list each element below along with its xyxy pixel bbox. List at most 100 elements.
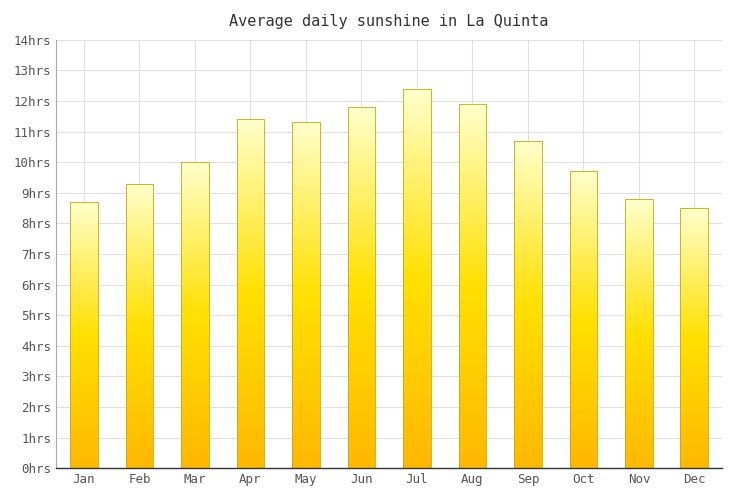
Bar (570, 242, 597, 246)
Bar (681, 406, 708, 408)
Bar (347, 352, 375, 356)
Bar (625, 223, 653, 226)
Bar (625, 248, 653, 250)
Bar (625, 368, 653, 372)
Bar (625, 350, 653, 352)
Bar (459, 232, 486, 235)
Bar (625, 460, 653, 463)
Bar (403, 134, 431, 138)
Bar (292, 410, 320, 413)
Bar (514, 396, 542, 400)
Bar (459, 421, 486, 424)
Bar (347, 222, 375, 226)
Bar (70, 380, 98, 383)
Bar (514, 206, 542, 210)
Bar (570, 352, 597, 356)
Bar (292, 444, 320, 448)
Bar (403, 157, 431, 161)
Bar (681, 463, 708, 466)
Bar (236, 332, 264, 336)
Bar (292, 130, 320, 133)
Bar (292, 375, 320, 378)
Bar (70, 276, 98, 279)
Bar (347, 219, 375, 222)
Bar (459, 443, 486, 446)
Bar (570, 305, 597, 308)
Bar (459, 144, 486, 148)
Bar (347, 201, 375, 204)
Bar (570, 234, 597, 236)
Bar (681, 232, 708, 234)
Bar (570, 332, 597, 334)
Bar (292, 299, 320, 302)
Bar (514, 164, 542, 167)
Bar (459, 344, 486, 348)
Bar (514, 177, 542, 180)
Bar (292, 188, 320, 192)
Bar (126, 266, 153, 269)
Bar (181, 374, 209, 376)
Bar (70, 327, 98, 330)
Bar (681, 234, 708, 236)
Bar (292, 184, 320, 188)
Bar (181, 426, 209, 428)
Bar (236, 192, 264, 196)
Bar (681, 214, 708, 216)
Bar (681, 356, 708, 359)
Bar (126, 354, 153, 357)
Bar (681, 367, 708, 370)
Bar (514, 174, 542, 177)
Bar (625, 199, 653, 468)
Bar (681, 299, 708, 302)
Bar (126, 340, 153, 343)
Bar (403, 320, 431, 324)
Bar (403, 260, 431, 264)
Bar (570, 236, 597, 240)
Bar (514, 222, 542, 226)
Bar (681, 370, 708, 372)
Bar (514, 275, 542, 278)
Bar (459, 242, 486, 246)
Bar (625, 444, 653, 446)
Bar (70, 332, 98, 335)
Bar (681, 396, 708, 398)
Bar (459, 461, 486, 464)
Bar (403, 316, 431, 320)
Bar (236, 448, 264, 451)
Bar (292, 150, 320, 154)
Bar (292, 271, 320, 274)
Bar (625, 420, 653, 422)
Bar (625, 412, 653, 414)
Bar (126, 289, 153, 292)
Bar (570, 323, 597, 326)
Bar (292, 250, 320, 254)
Bar (126, 220, 153, 224)
Bar (625, 218, 653, 220)
Bar (459, 366, 486, 370)
Bar (236, 412, 264, 416)
Bar (347, 461, 375, 464)
Bar (681, 266, 708, 268)
Bar (70, 452, 98, 455)
Bar (403, 412, 431, 415)
Bar (126, 397, 153, 400)
Bar (459, 272, 486, 275)
Bar (403, 218, 431, 222)
Bar (514, 357, 542, 360)
Bar (292, 406, 320, 409)
Bar (292, 209, 320, 212)
Bar (347, 306, 375, 310)
Bar (236, 120, 264, 468)
Bar (514, 141, 542, 468)
Bar (570, 258, 597, 260)
Bar (181, 162, 209, 468)
Bar (403, 305, 431, 309)
Bar (292, 219, 320, 222)
Bar (236, 318, 264, 322)
Bar (514, 455, 542, 458)
Bar (625, 318, 653, 320)
Bar (514, 416, 542, 419)
Bar (681, 400, 708, 403)
Bar (181, 465, 209, 468)
Bar (347, 360, 375, 364)
